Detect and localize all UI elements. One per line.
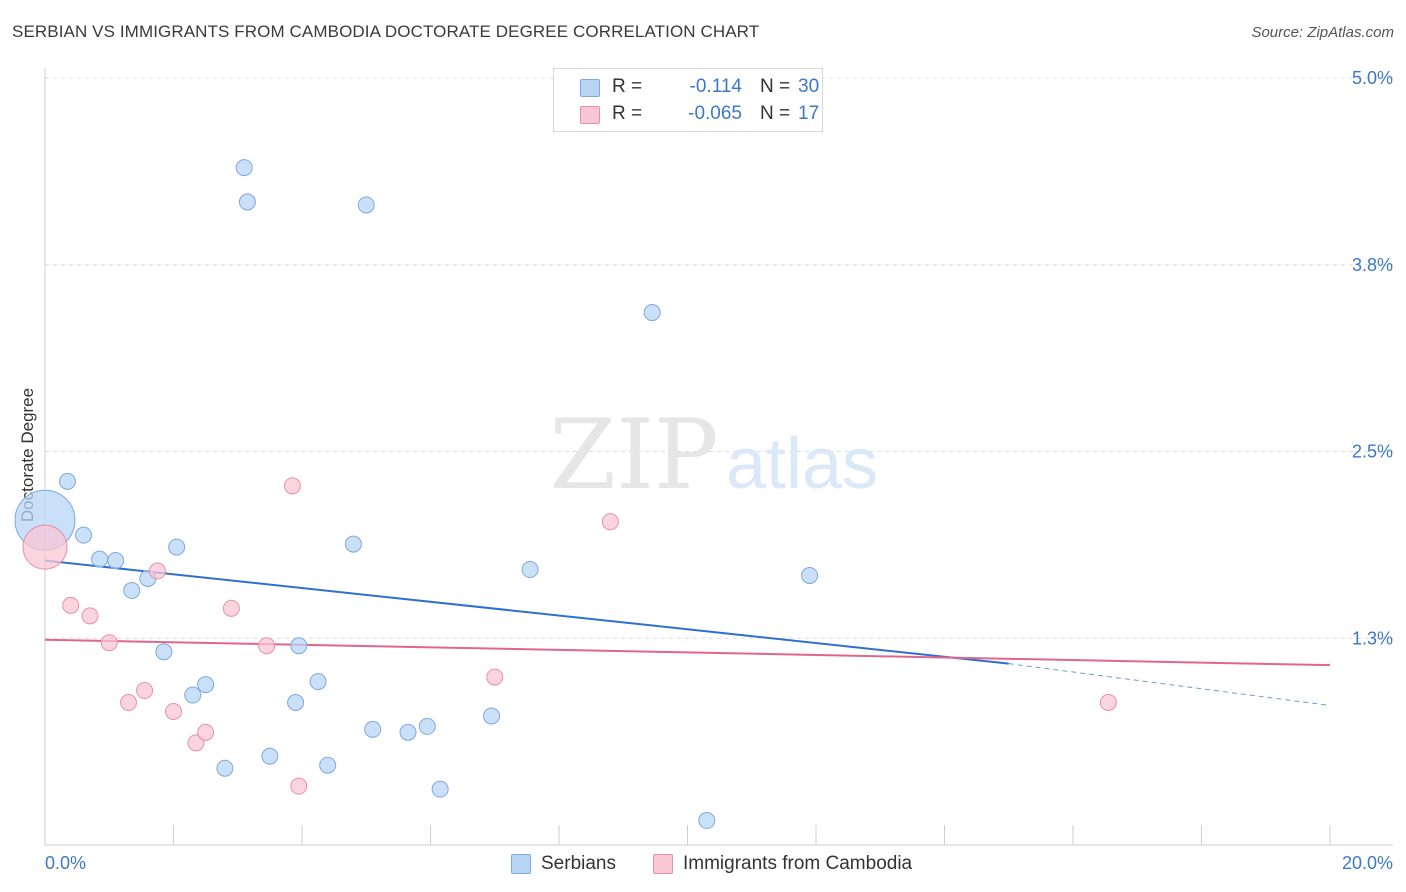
point-cambodia [283, 477, 301, 495]
trend-line-serbians-extension [1008, 663, 1331, 706]
point-cambodia [62, 596, 80, 614]
legend-n-label: N = [760, 103, 791, 124]
point-serbians [521, 561, 539, 579]
axes: Doctorate Degree [18, 68, 1393, 846]
legend-n-value: 30 [798, 76, 820, 97]
point-serbians [418, 717, 436, 735]
point-cambodia [187, 734, 205, 752]
point-cambodia [165, 702, 182, 720]
bottom-legend-swatch-cambodia [653, 854, 673, 874]
point-serbians [184, 686, 202, 704]
point-serbians [168, 538, 186, 556]
y-tick-label: 3.8% [1352, 255, 1393, 275]
data-points [14, 159, 1117, 830]
point-serbians [290, 637, 308, 655]
point-cambodia [81, 607, 99, 625]
tick-labels: 1.3% 2.5% 3.8% 5.0% 0.0% 20.0% [45, 68, 1393, 873]
point-cambodia [136, 682, 154, 700]
trend-lines [44, 559, 1331, 706]
x-tick-label: 0.0% [45, 853, 86, 873]
legend-r-label: R = [612, 76, 643, 97]
point-cambodia [22, 524, 68, 570]
watermark-atlas: atlas [726, 424, 878, 504]
point-serbians [399, 723, 417, 741]
bottom-legend-swatch-serbians [511, 854, 531, 874]
legend-n-value: 17 [798, 103, 820, 124]
point-serbians [91, 550, 109, 568]
point-serbians [155, 643, 173, 661]
chart-title: SERBIAN VS IMMIGRANTS FROM CAMBODIA DOCT… [12, 22, 760, 41]
point-serbians [801, 567, 819, 585]
point-serbians [123, 581, 141, 599]
point-serbians [309, 673, 327, 691]
correlation-legend: R = -0.114 N = 30 R = -0.065 N = 17 [553, 68, 823, 132]
point-cambodia [486, 668, 504, 686]
bottom-legend-label: Serbians [541, 853, 616, 874]
point-serbians [238, 193, 256, 211]
y-tick-label: 2.5% [1352, 442, 1393, 462]
y-axis-label: Doctorate Degree [18, 388, 37, 522]
point-cambodia [601, 513, 619, 531]
point-serbians [75, 526, 93, 544]
bottom-legend-label: Immigrants from Cambodia [683, 853, 913, 874]
watermark: ZIP atlas [549, 399, 878, 511]
point-cambodia [120, 693, 138, 711]
point-cambodia [197, 723, 215, 741]
point-serbians [197, 676, 215, 694]
point-cambodia [222, 599, 240, 617]
point-serbians [483, 707, 501, 725]
legend-swatch-cambodia [580, 106, 600, 124]
point-serbians [431, 780, 449, 798]
y-tick-label: 5.0% [1352, 68, 1393, 88]
legend-r-value: -0.065 [688, 103, 742, 124]
legend-r-value: -0.114 [689, 76, 742, 97]
point-cambodia [258, 637, 276, 655]
trend-line-cambodia [44, 638, 1331, 667]
point-serbians [364, 720, 382, 738]
source-label: Source: ZipAtlas.com [1251, 24, 1394, 41]
point-serbians [643, 304, 661, 322]
trend-line-serbians [44, 559, 1009, 665]
y-tick-label: 1.3% [1352, 628, 1393, 648]
point-serbians [357, 196, 375, 214]
point-cambodia [290, 777, 308, 795]
point-serbians [698, 812, 716, 830]
point-cambodia [100, 634, 118, 652]
point-serbians [344, 535, 362, 553]
point-serbians [58, 472, 76, 490]
watermark-zip: ZIP [549, 399, 718, 511]
point-serbians [107, 552, 125, 570]
point-serbians [287, 693, 305, 711]
legend-r-label: R = [612, 103, 643, 124]
point-serbians [216, 759, 234, 777]
point-cambodia [148, 562, 166, 580]
point-serbians [319, 756, 337, 774]
x-tick-label: 20.0% [1342, 853, 1393, 873]
point-cambodia [1099, 693, 1117, 711]
legend-swatch-serbians [580, 79, 600, 97]
legend-n-label: N = [760, 76, 791, 97]
point-serbians [261, 747, 279, 765]
point-serbians [235, 159, 253, 177]
